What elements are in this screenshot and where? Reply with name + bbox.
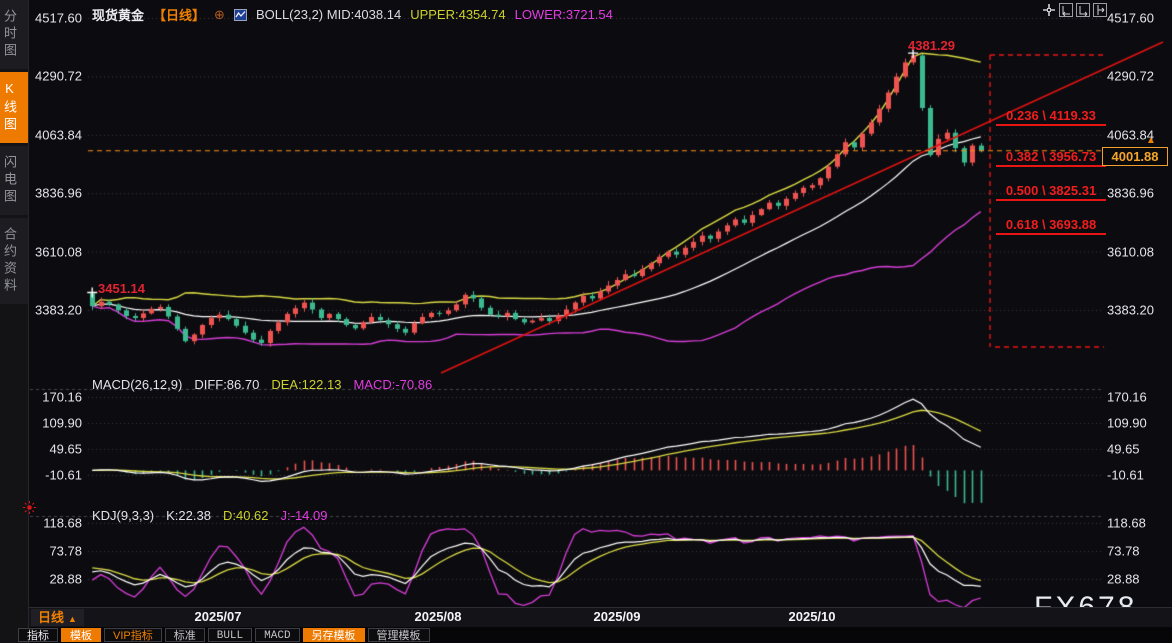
kdj-tick-left-0: 118.68	[43, 515, 82, 531]
xaxis-label-3: 2025/09	[593, 609, 641, 624]
xaxis-bar	[0, 607, 1172, 628]
toolbar-button-4[interactable]: 标准	[164, 628, 205, 642]
xaxis-label-1: 2025/07	[194, 609, 242, 624]
price-tick-right-5: 3383.20	[1107, 302, 1154, 318]
fib-level-0.236[interactable]: 0.236 \ 4119.33	[996, 108, 1106, 126]
fib-level-0.382[interactable]: 0.382 \ 3956.73	[996, 149, 1106, 168]
boll-upper-value: UPPER:4354.74	[410, 7, 506, 22]
kdj-tick-right-1: 73.78	[1107, 543, 1140, 559]
period-selector[interactable]: 日线 ▲	[31, 609, 84, 626]
kdj-d-value: D:40.62	[222, 508, 269, 523]
price-tick-left-1: 4290.72	[35, 68, 82, 84]
kdj-tick-left-2: 28.88	[49, 571, 82, 587]
fib-level-0.5[interactable]: 0.500 \ 3825.31	[996, 183, 1106, 202]
kdj-tick-left-1: 73.78	[49, 543, 82, 559]
toolbar-button-6[interactable]: MACD	[255, 628, 300, 642]
price-annotation-1: 3451.14	[98, 281, 145, 296]
macd-tick-right-0: 170.16	[1107, 389, 1147, 405]
fib-level-0.618[interactable]: 0.618 \ 3693.88	[996, 217, 1106, 236]
period-selector-label: 日线	[38, 610, 65, 625]
current-price-tag: 4001.88	[1102, 147, 1168, 166]
chart-tool-icons	[1042, 3, 1107, 17]
sidebar-tab-4[interactable]: 合约资料	[0, 218, 28, 304]
kdj-tick-right-2: 28.88	[1107, 571, 1140, 587]
macd-tick-left-2: 49.65	[49, 441, 82, 457]
kdj-tick-right-0: 118.68	[1107, 515, 1146, 531]
circle-plus-icon[interactable]: ⊕	[214, 6, 225, 22]
bottom-toolbar: 指标 模板 VIP指标 标准 BULL MACD 另存模板 管理模板	[18, 627, 430, 643]
chevron-up-icon: ▲	[68, 614, 77, 624]
alert-dot-icon[interactable]	[22, 500, 37, 515]
macd-macd-value: MACD:-70.86	[353, 377, 433, 392]
kdj-header: KDJ(9,3,3) K:22.38 D:40.62 J:-14.09	[92, 508, 328, 523]
macd-tick-left-3: -10.61	[45, 467, 82, 483]
price-up-arrow-icon: ▲	[1146, 135, 1156, 146]
price-tick-left-4: 3610.08	[35, 244, 82, 260]
sidebar-tab-1[interactable]: 分时图	[0, 0, 28, 69]
mini-chart-icon[interactable]	[233, 8, 247, 21]
price-tick-right-0: 4517.60	[1107, 10, 1154, 26]
macd-tick-right-1: 109.90	[1107, 415, 1147, 431]
chart-header: 现货黄金 【日线】 ⊕ BOLL(23,2) MID:4038.14 UPPER…	[92, 5, 613, 24]
kdj-title: KDJ(9,3,3)	[92, 508, 155, 523]
crosshair-icon[interactable]	[1042, 3, 1056, 17]
toolbar-button-1[interactable]: 指标	[18, 628, 58, 642]
price-tick-left-2: 4063.84	[35, 127, 82, 143]
macd-tick-right-2: 49.65	[1107, 441, 1140, 457]
xaxis-label-4: 2025/10	[788, 609, 836, 624]
macd-tick-right-3: -10.61	[1107, 467, 1144, 483]
scale-right-axis-icon[interactable]	[1076, 3, 1090, 17]
macd-title: MACD(26,12,9)	[92, 377, 183, 392]
price-tick-right-3: 3836.96	[1107, 185, 1154, 201]
boll-mid-value: BOLL(23,2) MID:4038.14	[255, 7, 402, 22]
toolbar-button-7[interactable]: 另存模板	[302, 628, 365, 642]
macd-header: MACD(26,12,9) DIFF:86.70 DEA:122.13 MACD…	[92, 377, 432, 392]
kdj-j-value: J:-14.09	[280, 508, 328, 523]
macd-diff-value: DIFF:86.70	[194, 377, 260, 392]
sidebar-tab-3[interactable]: 闪电图	[0, 146, 28, 215]
xaxis-label-2: 2025/08	[414, 609, 462, 624]
sidebar: 分时图 K线图闪电图合约资料	[0, 0, 29, 643]
toolbar-button-5[interactable]: BULL	[207, 628, 253, 642]
macd-dea-value: DEA:122.13	[271, 377, 342, 392]
scale-left-axis-icon[interactable]	[1059, 3, 1073, 17]
boll-lower-value: LOWER:3721.54	[514, 7, 613, 22]
toolbar-button-2[interactable]: 模板	[61, 628, 101, 642]
period-tag: 【日线】	[153, 8, 206, 23]
price-tick-left-0: 4517.60	[35, 10, 82, 26]
macd-tick-left-0: 170.16	[42, 389, 82, 405]
toolbar-button-8[interactable]: 管理模板	[367, 628, 430, 642]
toolbar-button-3[interactable]: VIP指标	[104, 628, 162, 642]
pan-right-icon[interactable]	[1093, 3, 1107, 17]
price-tick-right-2: 4063.84	[1107, 127, 1154, 143]
kdj-k-value: K:22.38	[166, 508, 211, 523]
macd-tick-left-1: 109.90	[42, 415, 82, 431]
price-tick-left-3: 3836.96	[35, 185, 82, 201]
price-tick-right-1: 4290.72	[1107, 68, 1154, 84]
price-tick-left-5: 3383.20	[35, 302, 82, 318]
price-tick-right-4: 3610.08	[1107, 244, 1154, 260]
sidebar-tab-2[interactable]: K线图	[0, 72, 28, 143]
symbol-name: 现货黄金	[92, 8, 145, 23]
price-annotation-2: 4381.29	[908, 38, 955, 53]
